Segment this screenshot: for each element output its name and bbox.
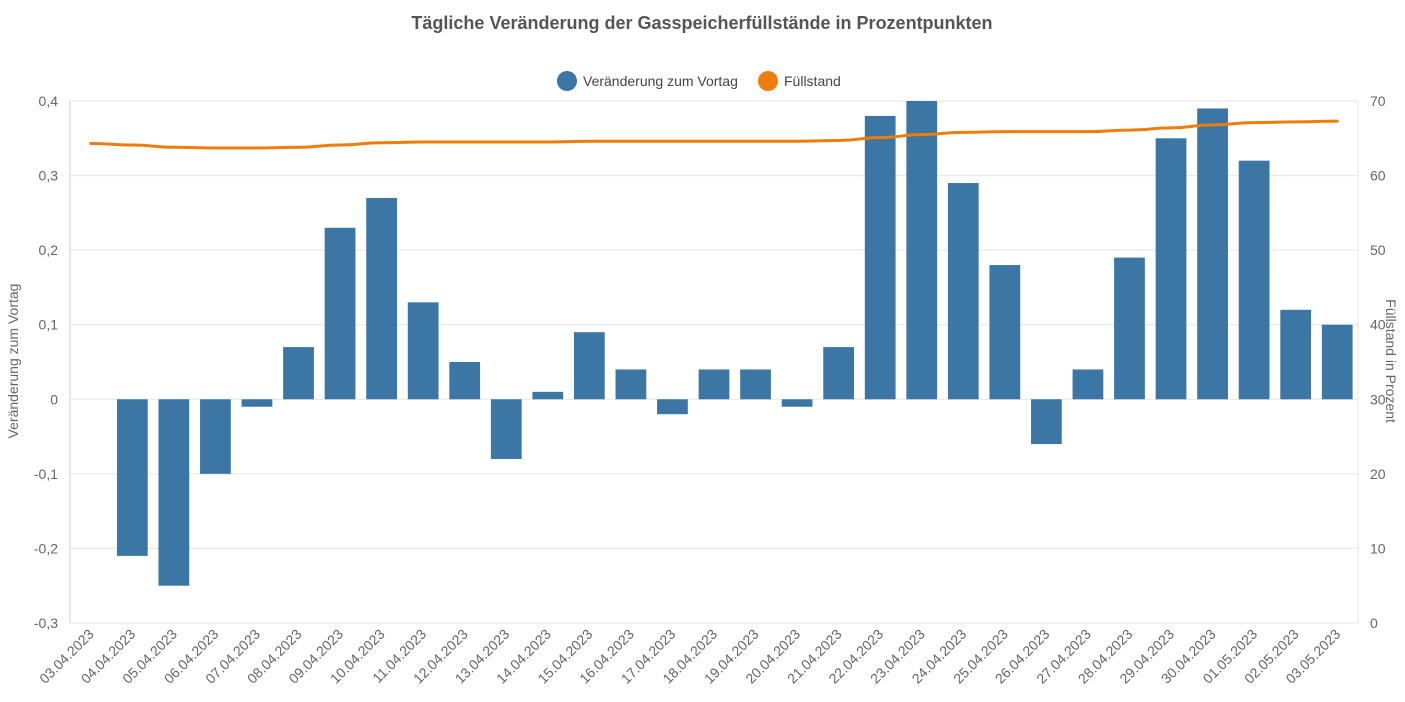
bar[interactable]: [906, 101, 938, 400]
legend-label-bars: Veränderung zum Vortag: [583, 73, 738, 89]
chart-title: Tägliche Veränderung der Gasspeicherfüll…: [411, 13, 992, 33]
y-right-tick-label: 50: [1370, 242, 1386, 258]
bar[interactable]: [158, 399, 190, 586]
bar[interactable]: [283, 347, 314, 400]
legend: Veränderung zum Vortag Füllstand: [557, 71, 841, 91]
bar[interactable]: [449, 362, 481, 400]
y-axis-left: 0,4 0,3 0,2 0,1 0 -0,1 -0,2 -0,3: [34, 93, 58, 631]
bar[interactable]: [947, 183, 979, 400]
bar[interactable]: [989, 265, 1021, 400]
x-axis: 03.04.202304.04.202305.04.202306.04.2023…: [36, 626, 1343, 687]
bar[interactable]: [781, 399, 813, 407]
bar[interactable]: [1114, 257, 1145, 400]
line-series: [89, 119, 1339, 150]
y-right-tick-label: 60: [1370, 168, 1386, 184]
y-right-tick-label: 20: [1370, 466, 1386, 482]
y-right-tick-label: 10: [1370, 540, 1386, 556]
bar[interactable]: [573, 332, 605, 400]
bar[interactable]: [407, 302, 439, 400]
bar[interactable]: [532, 391, 564, 400]
legend-swatch-line: [758, 71, 778, 91]
y-left-tick-label: 0,3: [39, 168, 59, 184]
y-right-tick-label: 0: [1370, 615, 1378, 631]
bar[interactable]: [241, 399, 273, 407]
bar[interactable]: [490, 399, 522, 459]
bar[interactable]: [1321, 324, 1353, 400]
bar[interactable]: [740, 369, 771, 400]
legend-item-bars[interactable]: Veränderung zum Vortag: [557, 71, 738, 91]
bar[interactable]: [698, 369, 730, 400]
fuellstand-line[interactable]: [89, 119, 1339, 150]
bar[interactable]: [1155, 138, 1187, 400]
bar[interactable]: [657, 399, 688, 415]
bar[interactable]: [1031, 399, 1062, 445]
bar[interactable]: [1280, 309, 1312, 400]
y-left-tick-label: 0,4: [39, 93, 59, 109]
y-left-tick-label: 0,2: [39, 242, 59, 258]
y-left-tick-label: -0,2: [34, 540, 58, 556]
y-right-tick-label: 40: [1370, 317, 1386, 333]
y-axis-left-title: Veränderung zum Vortag: [5, 284, 21, 439]
bar[interactable]: [324, 227, 356, 400]
bar[interactable]: [1197, 108, 1228, 400]
bar[interactable]: [615, 369, 647, 400]
bar-series: [116, 101, 1353, 586]
y-axis-right-title: Füllstand in Prozent: [1383, 299, 1399, 423]
bar[interactable]: [366, 197, 397, 400]
y-right-tick-label: 70: [1370, 93, 1386, 109]
y-axis-right: 70 60 50 40 30 20 10 0: [1370, 93, 1386, 631]
bar[interactable]: [1072, 369, 1104, 400]
y-left-tick-label: 0,1: [39, 317, 59, 333]
legend-swatch-bars: [557, 71, 577, 91]
y-left-tick-label: 0: [50, 391, 58, 407]
bar[interactable]: [864, 115, 896, 400]
y-left-tick-label: -0,3: [34, 615, 58, 631]
bar[interactable]: [200, 399, 231, 474]
bar[interactable]: [823, 347, 855, 400]
legend-label-line: Füllstand: [784, 73, 841, 89]
y-right-tick-label: 30: [1370, 391, 1386, 407]
y-left-tick-label: -0,1: [34, 466, 58, 482]
bar[interactable]: [1238, 160, 1270, 400]
bar[interactable]: [116, 399, 148, 556]
legend-item-line[interactable]: Füllstand: [758, 71, 841, 91]
